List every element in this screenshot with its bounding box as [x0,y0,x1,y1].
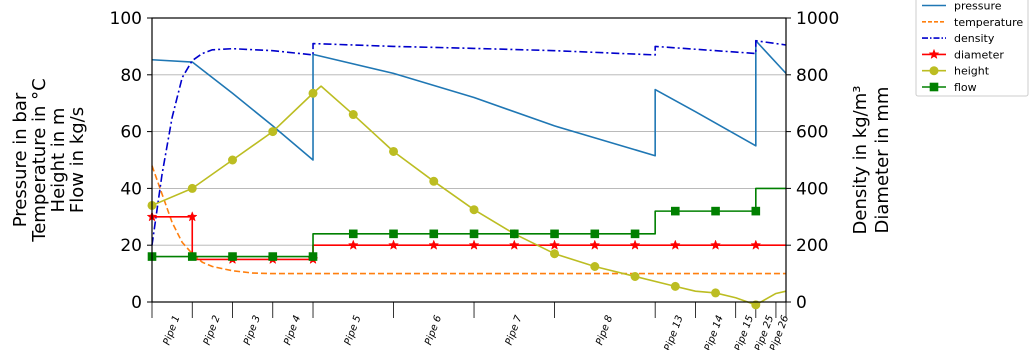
marker-diameter [508,239,520,250]
legend-label-pressure: pressure [954,0,1002,13]
marker-diameter [549,239,560,250]
marker-diameter [589,239,601,250]
marker-height [630,271,640,281]
legend-label-temperature: temperature [954,16,1023,29]
y-axis-label-right: Density in kg/m³ Diameter in mm [850,86,893,235]
marker-diameter [428,239,440,250]
y-tick-label-right: 400 [796,179,828,199]
y-axis-title-left-line: Height in m [48,108,69,213]
marker-height [670,281,680,291]
marker-height [469,205,479,215]
series-markers [146,88,762,310]
marker-flow [469,229,479,239]
marker-diameter [468,239,480,250]
legend: pressure temperature density diameter height… [915,0,1029,97]
marker-flow [228,252,237,261]
marker-flow [268,252,278,261]
legend-label-height: height [954,65,990,78]
y-tick-label-left: 20 [120,236,142,256]
y-tick-label-left: 80 [120,66,142,86]
y-axis-title-left-line: Pressure in bar [10,92,31,227]
marker-height [711,288,721,298]
y-axis-title-right-line: Density in kg/m³ [850,86,871,235]
marker-flow [187,252,197,261]
y-tick-label-right: 1000 [796,9,839,29]
marker-diameter [629,239,641,250]
axis-ticks [147,17,791,318]
y-tick-label-right: 0 [796,293,807,313]
series-line-temperature [151,165,786,275]
y-tick-label-left: 60 [120,123,142,143]
y-tick-label-left: 100 [110,9,142,29]
marker-diameter [347,239,359,250]
marker-height [308,88,318,98]
pipe-label: Pipe 1 [162,314,183,347]
y-tick-label-right: 600 [796,123,828,143]
marker-height [751,300,761,310]
marker-flow [550,229,559,239]
marker-height [187,183,197,193]
y-tick-label-right: 200 [796,236,828,256]
marker-flow [308,252,318,261]
pipe-label: Pipe 5 [343,314,364,347]
series-line-flow [152,187,786,258]
pipe-labels: Pipe 1 Pipe 2 Pipe 3 Pipe 4 Pipe 5 Pipe 6 Pipe… [162,313,792,350]
y-axis-title-left-line: Flow in kg/s [67,107,88,213]
pipe-label: Pipe 3 [242,314,263,347]
pipe-label: Pipe 7 [504,313,525,346]
legend-marker-diameter [928,48,940,60]
marker-flow [389,229,398,239]
marker-height [348,110,358,120]
y-tick-label-left: 40 [120,179,142,199]
pipe-label: Pipe 14 [703,314,726,350]
marker-height [550,249,560,259]
pipe-label: Pipe 8 [594,314,615,347]
series-line-diameter [152,216,786,261]
pipe-label: Pipe 6 [423,314,444,347]
pipe-label: Pipe 15 [733,314,756,350]
legend-marker-flow [929,82,939,92]
y-axis-title-right-line: Diameter in mm [872,87,893,234]
pipe-label: Pipe 2 [202,314,223,347]
marker-height [429,176,439,186]
marker-flow [671,206,680,216]
legend-marker-height [929,66,939,76]
plot-frame [151,17,787,303]
marker-flow [590,229,600,239]
marker-flow [348,229,358,239]
series-line-density [151,39,787,246]
y-tick-label-right: 800 [796,66,828,86]
pipe-label: Pipe 4 [282,314,303,347]
legend-box [915,0,1029,97]
legend-label-diameter: diameter [954,48,1004,61]
series-line-pressure [151,39,787,161]
marker-height [228,155,238,165]
marker-flow [751,206,761,216]
gridlines [152,74,786,246]
y-tick-label-left: 0 [131,293,142,313]
marker-height [389,146,399,156]
y-axis-title-left-line: Temperature in °C [29,78,50,242]
marker-diameter [710,239,721,250]
legend-label-flow: flow [954,81,977,94]
marker-flow [509,229,519,239]
marker-diameter [750,239,762,250]
marker-diameter [388,239,399,250]
marker-diameter [669,239,681,250]
marker-height [590,262,600,271]
series-lines [151,39,787,306]
marker-diameter [186,211,198,222]
marker-height [268,127,278,137]
pipe-label: Pipe 13 [663,314,686,350]
marker-flow [429,229,439,239]
legend-label-density: density [954,32,995,45]
marker-flow [711,206,720,216]
marker-flow [630,229,640,239]
